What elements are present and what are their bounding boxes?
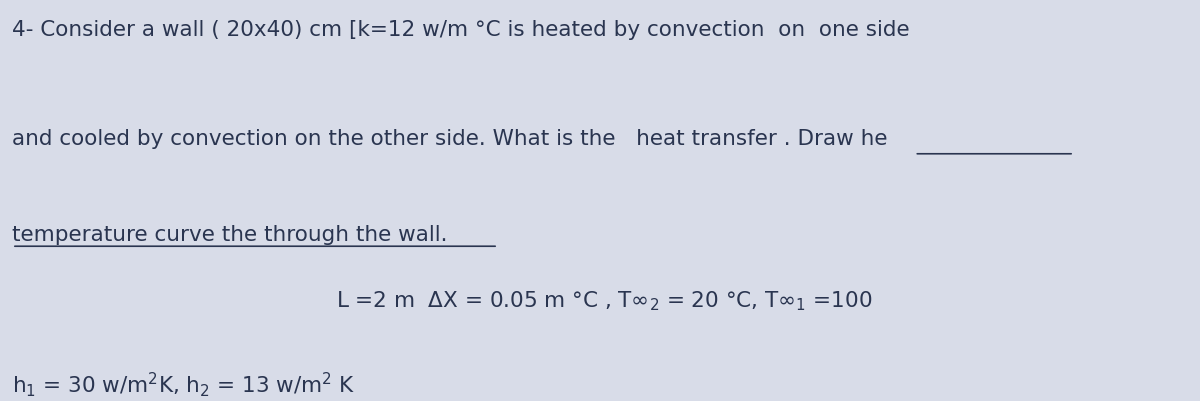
Text: and cooled by convection on the other side. What is the   heat transfer . Draw h: and cooled by convection on the other si…: [12, 128, 888, 148]
Text: L =2 m  $\Delta$X = 0.05 m °C , T$\infty_2$ = 20 °C, T$\infty_1$ =100: L =2 m $\Delta$X = 0.05 m °C , T$\infty_…: [336, 289, 872, 312]
Text: temperature curve the through the wall.: temperature curve the through the wall.: [12, 225, 448, 245]
Text: 4- Consider a wall ( 20x40) cm [k=12 w/m °C is heated by convection  on  one sid: 4- Consider a wall ( 20x40) cm [k=12 w/m…: [12, 20, 910, 40]
Text: h$_1$ = 30 w/m$^2$K, h$_2$ = 13 w/m$^2$ K: h$_1$ = 30 w/m$^2$K, h$_2$ = 13 w/m$^2$ …: [12, 369, 355, 398]
